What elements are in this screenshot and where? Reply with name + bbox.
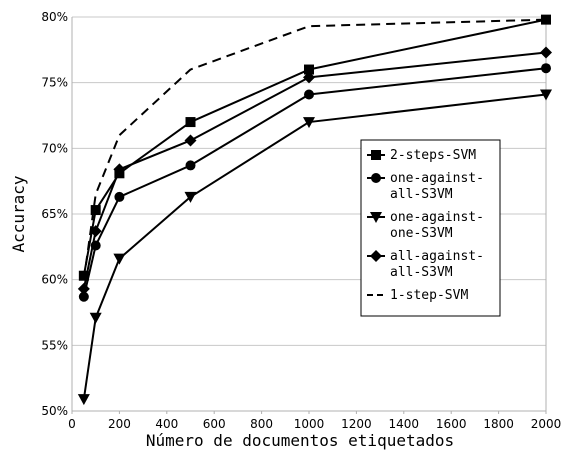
data-point <box>303 117 315 129</box>
legend-label: all-against- <box>390 249 484 264</box>
legend-label: all-S3VM <box>390 265 453 280</box>
y-tick-label: 50% <box>41 404 68 418</box>
legend-marker <box>371 173 381 183</box>
legend-label: one-against- <box>390 210 484 225</box>
legend-entry: one-against-all-S3VM <box>367 171 484 202</box>
x-tick-label: 1400 <box>389 417 420 431</box>
legend-label: all-S3VM <box>390 187 453 202</box>
legend-entry: all-against-all-S3VM <box>367 249 484 280</box>
x-tick-label: 1200 <box>341 417 372 431</box>
data-point <box>89 312 102 324</box>
series-2 <box>77 89 552 406</box>
data-point <box>113 253 126 265</box>
series-line <box>82 93 547 400</box>
data-point <box>77 282 90 295</box>
data-point <box>304 89 314 100</box>
series-3 <box>77 46 552 295</box>
y-tick-label: 70% <box>41 141 68 155</box>
data-point <box>304 64 314 75</box>
legend-entry: 1-step-SVM <box>367 288 468 303</box>
legend: 2-steps-SVMone-against-all-S3VMone-again… <box>360 139 501 317</box>
x-tick-label: 1000 <box>294 417 325 431</box>
legend-marker <box>370 250 382 262</box>
legend-entry: 2-steps-SVM <box>367 148 476 163</box>
legend-marker <box>370 212 382 223</box>
data-point <box>540 46 552 59</box>
x-tick-labels: 0 200 400 600 800 1000 1200 1400 1600 1800 2000 <box>68 417 561 431</box>
legend-label: one-S3VM <box>390 226 453 241</box>
data-point <box>541 14 551 25</box>
data-point <box>185 160 196 171</box>
axes <box>71 17 547 414</box>
legend-marker <box>371 150 381 160</box>
series-group <box>77 14 552 406</box>
y-axis-title: Accuracy <box>9 175 28 252</box>
data-point <box>540 89 552 101</box>
y-tick-label: 65% <box>41 207 68 221</box>
legend-label: one-against- <box>390 171 484 186</box>
y-tick-label: 55% <box>41 338 68 352</box>
x-tick-label: 600 <box>203 417 226 431</box>
data-point <box>185 117 196 128</box>
series-line <box>82 18 547 276</box>
legend-box <box>360 139 501 317</box>
legend-label: 1-step-SVM <box>390 288 468 303</box>
series-line <box>82 67 547 297</box>
x-tick-label: 400 <box>155 417 178 431</box>
legend-label: 2-steps-SVM <box>390 148 476 163</box>
series-line <box>82 51 547 290</box>
data-point <box>113 163 126 176</box>
y-tick-label: 80% <box>41 10 68 24</box>
x-tick-label: 0 <box>68 417 76 431</box>
series-4 <box>82 18 547 280</box>
series-line <box>82 18 547 280</box>
y-tick-label: 60% <box>41 273 68 287</box>
data-point <box>114 191 125 202</box>
data-point <box>89 225 102 238</box>
data-point <box>90 205 101 216</box>
legend-entry: one-against-one-S3VM <box>367 210 484 241</box>
x-tick-label: 800 <box>250 417 273 431</box>
y-tick-label: 75% <box>41 76 68 90</box>
x-tick-label: 1800 <box>483 417 514 431</box>
x-tick-label: 1600 <box>436 417 467 431</box>
data-point <box>77 394 90 406</box>
data-point <box>78 291 89 302</box>
data-point <box>184 134 197 147</box>
x-axis-title: Número de documentos etiquetados <box>146 431 454 450</box>
x-tick-label: 200 <box>108 417 131 431</box>
data-point <box>184 191 197 203</box>
data-point <box>541 63 551 74</box>
x-tick-label: 2000 <box>531 417 562 431</box>
y-tick-labels: 50% 55% 60% 65% 70% 75% 80% <box>41 10 68 418</box>
data-point <box>303 71 315 84</box>
